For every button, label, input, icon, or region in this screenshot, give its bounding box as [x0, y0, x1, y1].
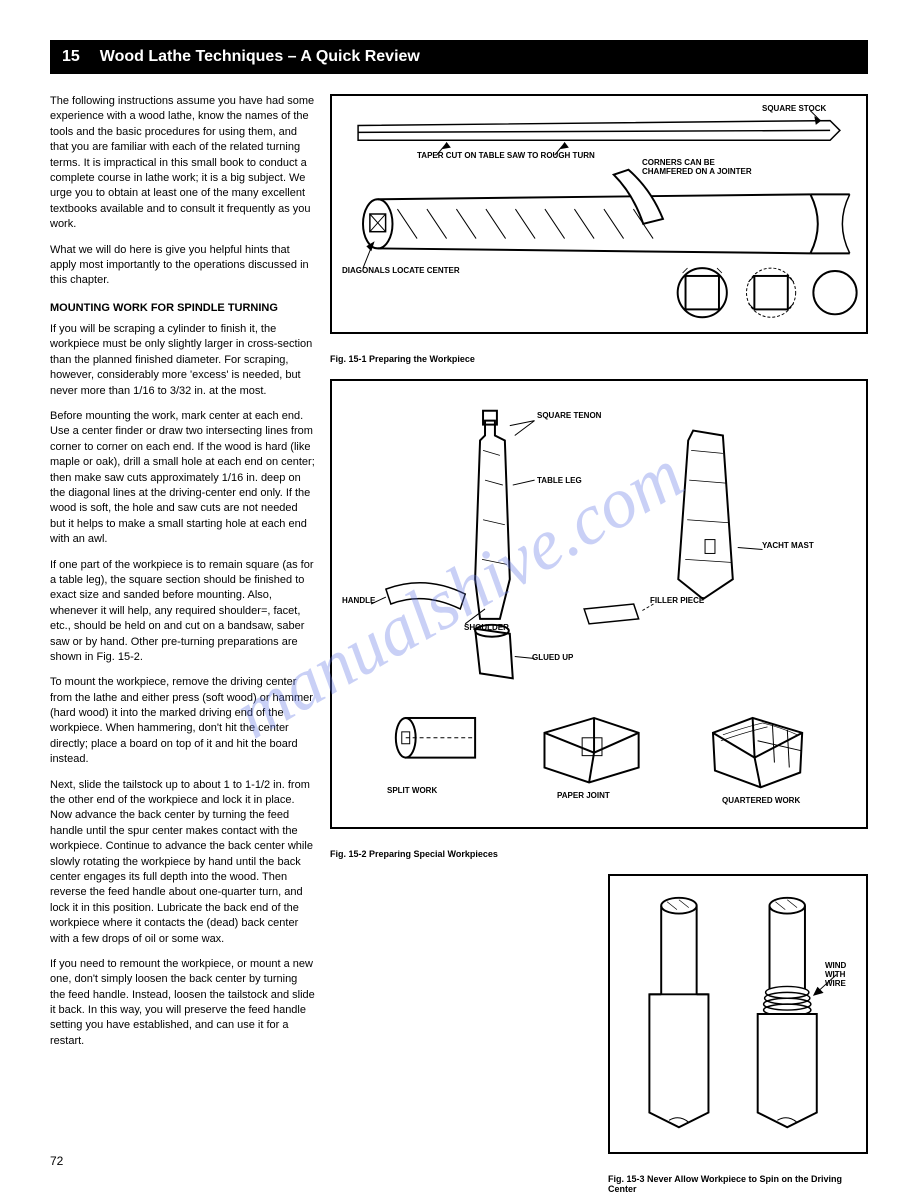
fig2-label: TABLE LEG	[537, 476, 582, 485]
fig1-caption: Fig. 15-1 Preparing the Workpiece	[330, 354, 868, 364]
text-column: The following instructions assume you ha…	[50, 94, 330, 1194]
fig2-label: SPLIT WORK	[387, 786, 437, 795]
fig1-label: CORNERS CAN BE CHAMFERED ON A JOINTER	[642, 158, 762, 176]
section-title: Wood Lathe Techniques – A Quick Review	[100, 48, 420, 66]
figure-1: TAPER CUT ON TABLE SAW TO ROUGH TURN SQU…	[330, 94, 868, 334]
fig2-label: SHOULDER	[464, 623, 509, 632]
fig1-label: SQUARE STOCK	[762, 104, 826, 113]
fig3-caption: Fig. 15-3 Never Allow Workpiece to Spin …	[608, 1174, 868, 1194]
fig2-caption: Fig. 15-2 Preparing Special Workpieces	[330, 849, 868, 859]
fig2-label: YACHT MAST	[762, 541, 814, 550]
intro-p1: The following instructions assume you ha…	[50, 94, 315, 233]
spindle-p2: Before mounting the work, mark center at…	[50, 409, 315, 548]
remount-p1: If you need to remount the workpiece, or…	[50, 957, 315, 1049]
fig2-label: QUARTERED WORK	[722, 796, 800, 805]
special-p2: To mount the workpiece, remove the drivi…	[50, 675, 315, 767]
fig2-label: FILLER PIECE	[650, 596, 704, 605]
special-p3: Next, slide the tailstock up to about 1 …	[50, 778, 315, 947]
section-number: 15	[62, 48, 80, 66]
fig2-label: PAPER JOINT	[557, 791, 610, 800]
figure-2: SQUARE TENON TABLE LEG YACHT MAST HANDLE…	[330, 379, 868, 829]
fig2-label: SQUARE TENON	[537, 411, 601, 420]
section-header: 15 Wood Lathe Techniques – A Quick Revie…	[50, 40, 868, 74]
figure-3: WIND WITH WIRE	[608, 874, 868, 1154]
fig2-label: HANDLE	[342, 596, 375, 605]
spindle-heading: MOUNTING WORK FOR SPINDLE TURNING	[50, 301, 315, 316]
fig2-label: GLUED UP	[532, 653, 573, 662]
spindle-p1: If you will be scraping a cylinder to fi…	[50, 322, 315, 399]
fig1-label: DIAGONALS LOCATE CENTER	[342, 266, 460, 275]
page-number: 72	[50, 1154, 63, 1168]
special-p1: If one part of the workpiece is to remai…	[50, 558, 315, 666]
fig3-label: WIND WITH WIRE	[825, 961, 865, 988]
fig1-label: TAPER CUT ON TABLE SAW TO ROUGH TURN	[417, 151, 595, 160]
intro-p2: What we will do here is give you helpful…	[50, 243, 315, 289]
